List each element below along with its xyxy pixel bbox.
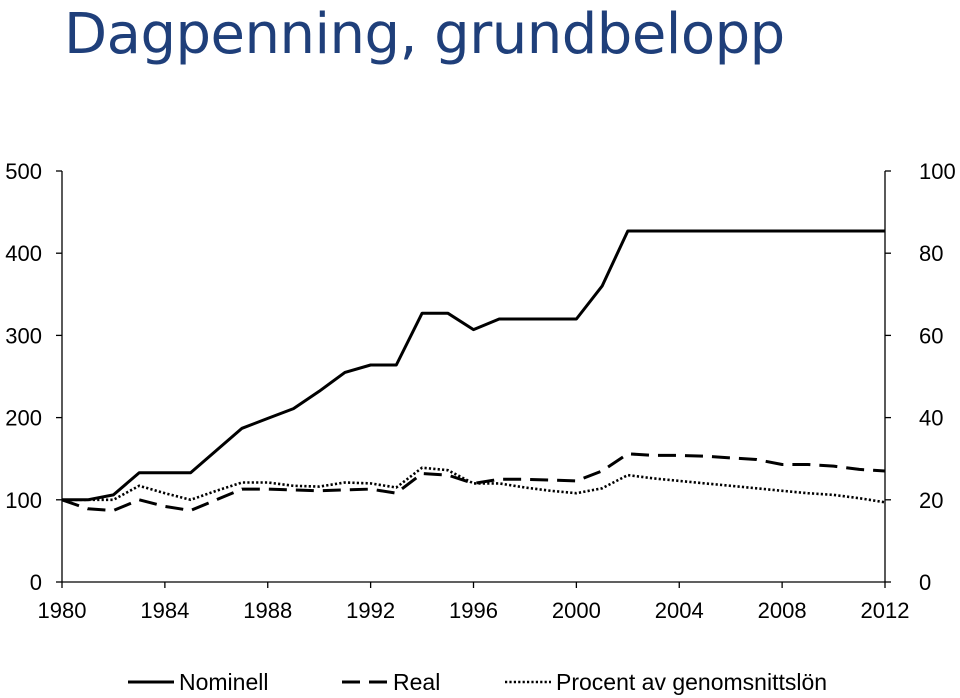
y-tick-label-right: 80 [919,241,943,266]
series-line-1 [62,229,885,502]
y-tick-label-left: 200 [5,406,42,431]
y-tick-label-right: 40 [919,406,943,431]
series-line-3 [62,466,886,504]
y-tick-label-right: 0 [919,570,931,595]
series-line-2 [61,452,886,512]
legend-label-1: Nominell [179,669,268,695]
y-tick-label-left: 400 [5,241,42,266]
y-tick-label-right: 20 [919,488,943,513]
x-tick-label: 1980 [38,598,87,623]
y-tick-label-right: 60 [919,323,943,348]
x-tick-label: 2008 [758,598,807,623]
chart-title: Dagpenning, grundbelopp [64,2,785,67]
x-tick-label: 1996 [449,598,498,623]
y-tick-label-left: 300 [5,323,42,348]
x-tick-label: 1988 [243,598,292,623]
legend-label-2: Real [393,669,440,695]
axes: 0 100 200 300 400 500 0 20 40 60 80 100 1980 1984 1988… [5,159,955,623]
y-tick-label-left: 100 [5,488,42,513]
legend: Nominell Real Procent av genomsnittslön [128,669,827,695]
y-tick-label-right: 100 [919,159,956,184]
y-tick-label-left: 0 [30,570,42,595]
series-layer [61,229,886,512]
legend-label-3: Procent av genomsnittslön [556,669,827,695]
x-tick-label: 2004 [655,598,704,623]
x-tick-label: 1992 [346,598,395,623]
y-tick-label-left: 500 [5,159,42,184]
x-tick-label: 1984 [140,598,189,623]
x-tick-label: 2000 [552,598,601,623]
x-tick-label: 2012 [861,598,910,623]
